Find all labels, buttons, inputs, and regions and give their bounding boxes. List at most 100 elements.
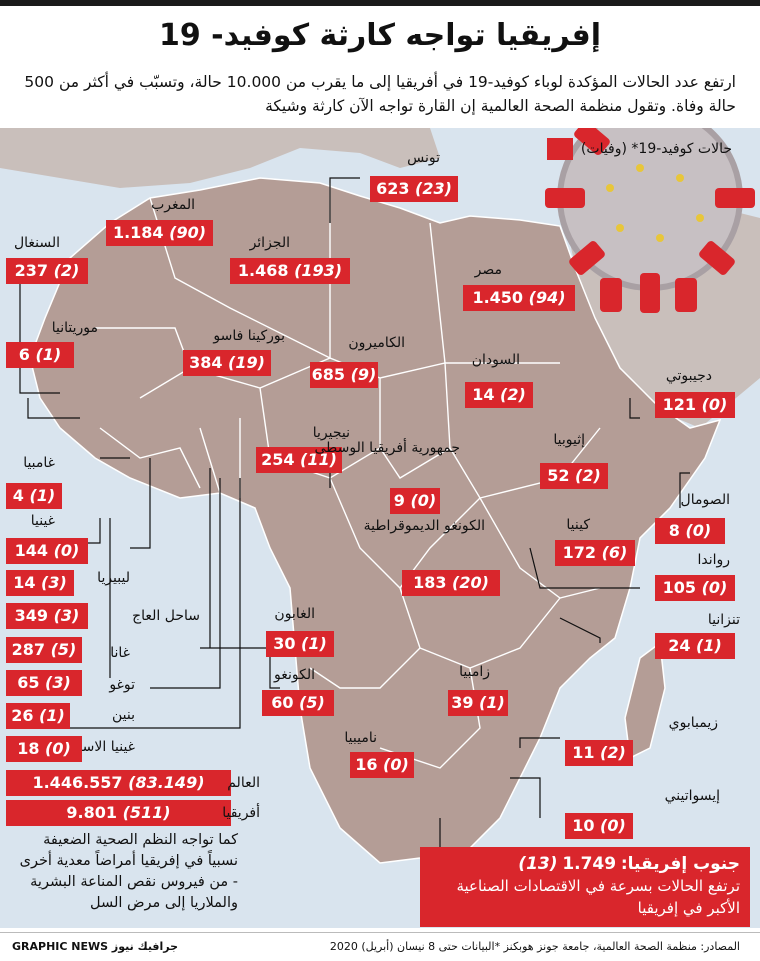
country-cases: 65	[17, 673, 46, 692]
country-case-box: 26 (1)	[6, 703, 70, 729]
country-label: الغابون	[274, 606, 315, 622]
country-label: ناميبيا	[344, 730, 377, 746]
country-label: الكونغو الديموقراطية	[363, 518, 485, 534]
legend-swatch	[546, 138, 573, 160]
country-deaths: (0)	[410, 491, 437, 510]
country-label: بوركينا فاسو	[213, 328, 285, 344]
country-cases: 9	[393, 491, 411, 510]
country-label: جمهورية أفريقيا الوسطى	[314, 440, 460, 456]
country-deaths: (2)	[53, 261, 80, 280]
country-cases: 287	[11, 640, 51, 659]
country-cases: 14	[13, 573, 42, 592]
country-deaths: (1)	[301, 634, 327, 653]
country-cases: 52	[547, 466, 576, 485]
world-box: 1.446.557 (83.149)	[6, 770, 231, 796]
country-label: إيسواتيني	[664, 788, 720, 804]
country-label: رواندا	[697, 552, 730, 568]
country-case-box: 10 (0)	[565, 813, 633, 839]
africa-label: أفريقيا	[222, 805, 260, 821]
country-case-box: 183 (20)	[402, 570, 500, 596]
country-case-box: 65 (3)	[6, 670, 82, 696]
country-case-box: 18 (0)	[6, 736, 82, 762]
country-cases: 1.184	[112, 223, 170, 242]
country-deaths: (2)	[600, 743, 626, 762]
country-deaths: (3)	[45, 673, 71, 692]
country-deaths: (0)	[701, 395, 728, 414]
country-case-box: 8 (0)	[655, 518, 725, 544]
country-deaths: (0)	[383, 755, 409, 774]
country-deaths: (23)	[415, 179, 452, 198]
legend: حالات كوفيد-19* (وفيات)	[546, 138, 732, 160]
country-case-box: 121 (0)	[655, 392, 735, 418]
country-deaths: (90)	[169, 223, 207, 242]
country-deaths: (0)	[600, 816, 626, 835]
country-label: توغو	[109, 677, 135, 693]
country-label: ساحل العاج	[132, 608, 200, 624]
africa-box: 9.801 (511)	[6, 800, 231, 826]
country-cases: 16	[355, 755, 384, 774]
country-label: كينيا	[566, 517, 590, 533]
country-label: الجزائر	[249, 235, 290, 251]
footer-brand: GRAPHIC NEWS جرافيك نيوز	[12, 940, 179, 953]
country-cases: 39	[451, 693, 480, 712]
africa-cases: 9.801	[66, 803, 117, 822]
country-cases: 254	[261, 450, 301, 469]
country-cases: 237	[14, 261, 54, 280]
country-deaths: (1)	[479, 693, 505, 712]
country-case-box: 6 (1)	[6, 342, 74, 368]
note-text: كما تواجه النظم الصحية الضعيفة نسبياً في…	[19, 832, 238, 911]
country-label: تنزانيا	[707, 612, 740, 628]
country-label: الكاميرون	[348, 335, 405, 351]
country-case-box: 254 (11)	[256, 447, 342, 473]
country-cases: 1.468	[237, 261, 295, 280]
country-cases: 24	[668, 636, 697, 655]
country-deaths: (1)	[35, 345, 62, 364]
country-cases: 144	[14, 541, 54, 560]
country-cases: 183	[413, 573, 453, 592]
country-deaths: (1)	[39, 706, 65, 725]
country-deaths: (0)	[685, 521, 712, 540]
country-cases: 14	[472, 385, 501, 404]
country-case-box: 172 (6)	[555, 540, 635, 566]
country-case-box: 349 (3)	[6, 603, 88, 629]
country-deaths: (94)	[528, 288, 566, 307]
country-case-box: 11 (2)	[565, 740, 633, 766]
country-cases: 6	[18, 345, 36, 364]
country-cases: 10	[572, 816, 601, 835]
country-label: السودان	[471, 352, 520, 368]
virus-illustration	[545, 128, 755, 313]
country-case-box: 52 (2)	[540, 463, 608, 489]
country-deaths: (2)	[575, 466, 601, 485]
south-africa-panel: جنوب إفريقيا: 1.749 (13) ترتفع الحالات ب…	[420, 847, 750, 927]
country-label: نيجيريا	[312, 425, 350, 441]
country-case-box: 1.450 (94)	[463, 285, 575, 311]
country-case-box: 4 (1)	[6, 483, 62, 509]
country-deaths: (3)	[53, 606, 80, 625]
south-africa-text: ترتفع الحالات بسرعة في الاقتصادات الصناع…	[456, 877, 740, 917]
country-cases: 121	[662, 395, 702, 414]
subtitle: ارتفع عدد الحالات المؤكدة لوباء كوفيد-19…	[24, 73, 736, 115]
country-label: تونس	[407, 150, 440, 166]
country-cases: 172	[562, 543, 602, 562]
south-africa-deaths: (13)	[518, 854, 558, 874]
country-deaths: (6)	[601, 543, 628, 562]
country-case-box: 144 (0)	[6, 538, 88, 564]
country-deaths: (9)	[350, 365, 377, 384]
country-cases: 30	[273, 634, 302, 653]
country-deaths: (2)	[500, 385, 526, 404]
country-label: زيمبابوي	[668, 715, 718, 731]
country-deaths: (3)	[41, 573, 67, 592]
country-cases: 349	[14, 606, 54, 625]
country-case-box: 39 (1)	[448, 690, 508, 716]
country-label: الكونغو	[273, 667, 315, 683]
country-deaths: (0)	[45, 739, 71, 758]
south-africa-name: جنوب إفريقيا:	[620, 854, 740, 874]
country-deaths: (19)	[228, 353, 265, 372]
country-cases: 105	[662, 578, 702, 597]
country-deaths: (11)	[300, 450, 337, 469]
page-title: إفريقيا تواجه كارثة كوفيد- 19	[158, 18, 602, 53]
country-label: إثيوبيا	[553, 432, 585, 448]
africa-land	[29, 177, 722, 864]
country-cases: 18	[17, 739, 46, 758]
country-cases: 4	[12, 486, 30, 505]
